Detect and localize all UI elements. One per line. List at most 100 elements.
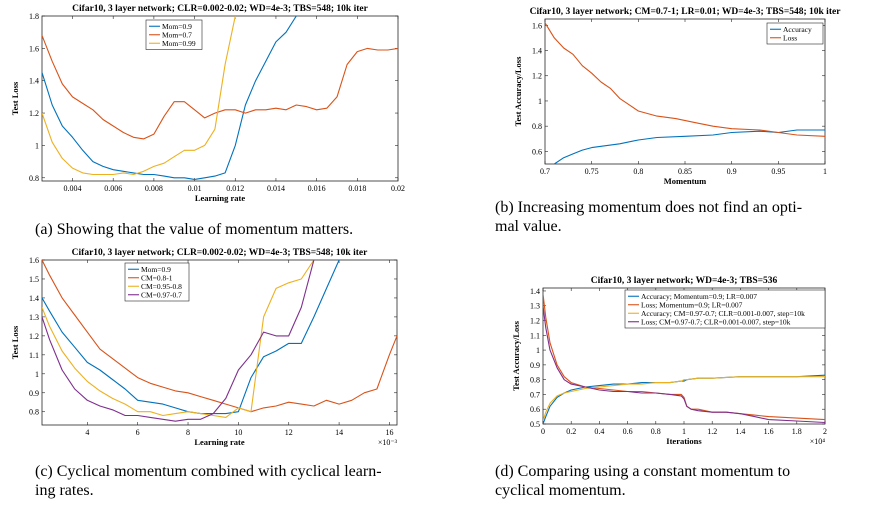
x-tick-label: 10 [234,428,242,437]
y-tick-label: 1.4 [29,77,39,86]
x-tick-label: 1 [823,167,827,176]
y-tick-label: 0.9 [29,389,39,398]
y-tick-label: 1.6 [29,44,39,53]
y-tick-label: 0.5 [530,420,540,429]
chart-panel-c: Cifar10, 3 layer network; CLR=0.002-0.02… [0,240,430,452]
legend-label: Loss; Momentum=0.9; LR=0.007 [641,300,743,309]
y-tick-label: 0.6 [530,405,540,414]
x-axis-label: Learning rate [194,437,245,447]
legend-label: Accuracy; Momentum=0.9; LR=0.007 [641,292,757,301]
legend-label: Mom=0.9 [141,265,171,274]
y-tick-label: 0.6 [532,147,542,156]
y-tick-label: 1.4 [530,287,540,296]
series-line-1 [553,129,825,164]
series-line-3 [543,376,825,422]
y-tick-label: 1.2 [29,332,39,341]
series-group [42,16,398,180]
chart-b-svg: Cifar10, 3 layer network; CM=0.7-1; LR=0… [513,7,842,186]
x-axis-multiplier: ×10⁴ [810,437,826,446]
series-line-3 [42,16,236,176]
legend-label: Accuracy [783,25,812,34]
chart-title: Cifar10, 3 layer network; WD=4e-3; TBS=5… [591,276,778,286]
plot-area [41,259,398,426]
series-line-1 [42,16,297,180]
y-axis-label: Test Loss [10,325,20,359]
x-tick-label: 0.85 [678,167,692,176]
y-tick-label: 1.1 [29,351,39,360]
x-axis-label: Iterations [666,436,702,446]
x-tick-label: 2 [823,427,827,436]
series-line-3 [42,260,315,418]
chart-title: Cifar10, 3 layer network; CM=0.7-1; LR=0… [530,7,842,17]
x-tick-label: 1.4 [735,427,745,436]
legend-box [624,289,826,329]
x-tick-label: 1.8 [792,427,802,436]
legend-label: Loss; CM=0.97-0.7; CLR=0.001-0.007, step… [641,317,791,326]
legend-label: Mom=0.9 [162,22,192,31]
y-tick-label: 1.2 [530,317,540,326]
y-axis-label: Test Accuracy/Loss [511,320,521,391]
series-line-4 [42,260,315,422]
series-line-4 [543,305,825,424]
y-tick-label: 1.4 [532,47,542,56]
y-tick-label: 1 [538,97,542,106]
x-axis-label: Learning rate [195,193,246,203]
x-tick-label: 1.6 [764,427,774,436]
y-tick-label: 1.3 [530,302,540,311]
chart-panel-d: Cifar10, 3 layer network; WD=4e-3; TBS=5… [495,262,869,452]
legend-label: Mom=0.99 [162,39,196,48]
chart-panel-b: Cifar10, 3 layer network; CM=0.7-1; LR=0… [495,0,869,190]
chart-panel-a: Cifar10, 3 layer network; CLR=0.002-0.02… [0,0,430,210]
y-tick-label: 1 [35,370,39,379]
x-tick-label: 0.012 [226,184,244,193]
x-tick-label: 0.006 [104,184,122,193]
y-axis-label: Test Loss [10,81,20,115]
chart-a-svg: Cifar10, 3 layer network; CLR=0.002-0.02… [10,4,405,203]
x-tick-label: 0.75 [585,167,599,176]
x-tick-label: 16 [385,428,393,437]
legend-label: CM=0.8-1 [141,273,173,282]
x-tick-label: 0.008 [145,184,163,193]
x-axis-multiplier: ×10⁻³ [378,438,398,447]
chart-c-svg: Cifar10, 3 layer network; CLR=0.002-0.02… [10,248,398,447]
y-tick-label: 1.8 [29,12,39,21]
x-tick-label: 0.8 [651,427,661,436]
x-tick-label: 0.014 [267,184,285,193]
series-group [42,260,397,422]
y-tick-label: 1.6 [29,256,39,265]
y-tick-label: 1.2 [532,72,542,81]
y-tick-label: 1.3 [29,313,39,322]
series-line-2 [545,22,825,137]
y-tick-label: 0.8 [29,174,39,183]
x-tick-label: 0.2 [566,427,576,436]
x-tick-label: 6 [136,428,140,437]
y-tick-label: 1.6 [532,21,542,30]
series-line-2 [42,35,398,140]
x-tick-label: 0.8 [633,167,643,176]
x-tick-label: 0.01 [188,184,202,193]
x-tick-label: 1 [682,427,686,436]
caption-a: (a) Showing that the value of momentum m… [35,221,354,238]
y-tick-label: 1.2 [29,109,39,118]
x-tick-label: 0.7 [540,167,550,176]
x-tick-label: 0.9 [727,167,737,176]
y-axis-label: Test Accuracy/Loss [513,56,523,127]
x-tick-label: 0.95 [771,167,785,176]
x-tick-label: 0.4 [594,427,604,436]
x-tick-label: 0.016 [308,184,326,193]
chart-title: Cifar10, 3 layer network; CLR=0.002-0.02… [72,4,368,14]
chart-title: Cifar10, 3 layer network; CLR=0.002-0.02… [72,248,368,258]
legend-label: CM=0.95-0.8 [141,282,182,291]
legend-label: CM=0.97-0.7 [141,290,182,299]
series-group [545,22,825,164]
y-tick-label: 0.8 [29,408,39,417]
x-tick-label: 14 [335,428,343,437]
x-tick-label: 0.02 [391,184,405,193]
y-tick-label: 1 [35,141,39,150]
x-axis-label: Momentum [664,176,707,186]
y-tick-label: 0.7 [530,390,540,399]
caption-d: (d) Comparing using a constant momentum … [495,463,791,499]
legend-label: Accuracy; CM=0.97-0.7; CLR=0.001-0.007, … [641,309,805,318]
caption-b: (b) Increasing momentum does not find an… [495,199,803,235]
x-tick-label: 0.6 [623,427,633,436]
